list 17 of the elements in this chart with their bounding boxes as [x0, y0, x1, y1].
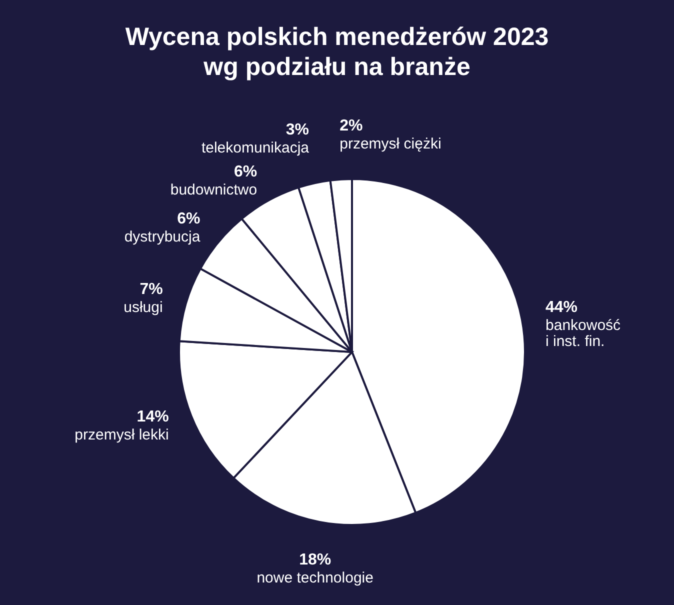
data-label: 44%: [546, 299, 578, 316]
data-label: 6%: [234, 163, 258, 180]
data-label: 18%: [299, 552, 332, 569]
chart-title: Wycena polskich menedżerów 2023 wg podziału na branże: [125, 23, 549, 81]
slice-label: przemysł lekki: [74, 426, 169, 444]
data-label: 3%: [286, 122, 310, 139]
data-label: 14%: [136, 408, 169, 426]
slice-label: przemysł ciężki: [340, 135, 442, 152]
data-label: 7%: [140, 281, 163, 298]
slice-label: telekomunikacja: [201, 140, 310, 157]
slice-label: dystrybucja: [124, 228, 201, 246]
slice-label: usługi: [124, 299, 163, 316]
slice-label: nowe technologie: [256, 570, 374, 587]
data-label: 6%: [177, 210, 200, 228]
data-label: 2%: [340, 117, 363, 134]
slice-label: bankowość i inst. fin.: [546, 317, 622, 350]
slice-label: budownictwo: [170, 181, 258, 198]
